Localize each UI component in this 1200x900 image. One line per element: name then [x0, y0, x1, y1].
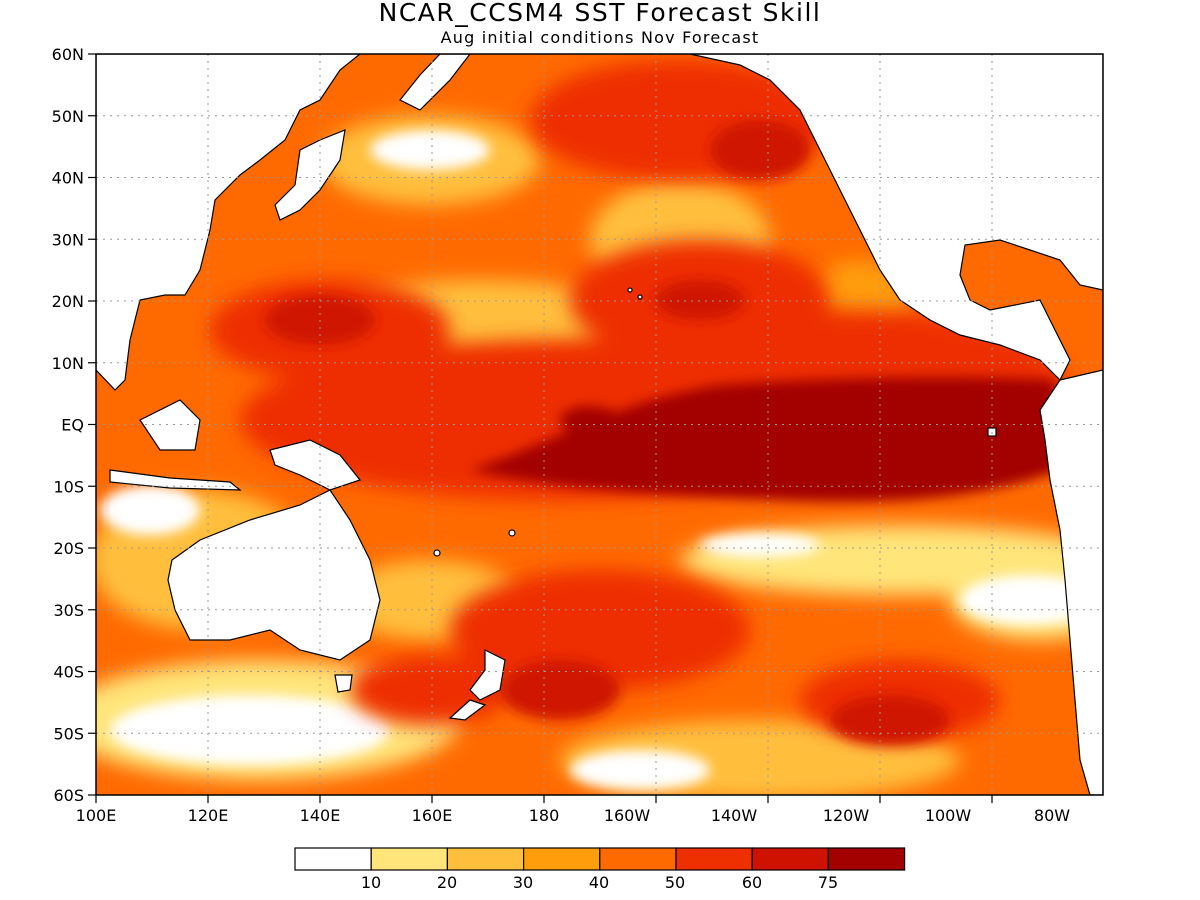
- lat-label: 20S: [53, 539, 84, 558]
- coastlines: [96, 54, 1103, 795]
- lat-label: 30S: [53, 601, 84, 620]
- colorbar-labels: 10 20 30 40 50 60 75: [361, 873, 838, 892]
- colorbar-label: 10: [361, 873, 381, 892]
- lat-label: 10S: [53, 477, 84, 496]
- lat-label: 20N: [52, 292, 84, 311]
- colorbar-box: [294, 847, 372, 871]
- lat-label: 50N: [52, 107, 84, 126]
- lon-label: 160W: [604, 806, 651, 825]
- lat-label: EQ: [61, 416, 84, 435]
- colorbar-label: 75: [818, 873, 838, 892]
- colorbar-label: 30: [513, 873, 533, 892]
- colorbar-box: [827, 847, 906, 871]
- lon-label: 100W: [925, 806, 972, 825]
- colorbar-label: 50: [665, 873, 685, 892]
- lat-label: 60S: [53, 786, 84, 805]
- graticule: [96, 54, 1103, 795]
- lat-label: 50S: [53, 724, 84, 743]
- longitude-labels: 100E 120E 140E 160E 180 160W 140W 120W 1…: [76, 806, 1071, 825]
- lon-label: 180: [529, 806, 560, 825]
- lat-label: 40N: [52, 169, 84, 188]
- map-subtitle: Aug initial conditions Nov Forecast: [440, 28, 760, 47]
- lat-label: 40S: [53, 663, 84, 682]
- colorbar-box: [446, 847, 525, 871]
- colorbar-box: [370, 847, 449, 871]
- lon-label: 120W: [823, 806, 870, 825]
- lon-label: 120E: [188, 806, 229, 825]
- axis-ticks: [88, 53, 993, 803]
- lon-label: 100E: [76, 806, 117, 825]
- colorbar-box: [522, 847, 601, 871]
- colorbar-box: [751, 847, 830, 871]
- lat-label: 30N: [52, 230, 84, 249]
- colorbar-box: [599, 847, 677, 871]
- lon-label: 140W: [711, 806, 758, 825]
- skill-field: [96, 54, 1103, 795]
- colorbar-boxes: [294, 847, 906, 871]
- colorbar: 10 20 30 40 50 60 75: [294, 847, 906, 892]
- lon-label: 160E: [412, 806, 453, 825]
- lon-label: 80W: [1034, 806, 1070, 825]
- lat-label: 10N: [52, 354, 84, 373]
- colorbar-label: 20: [437, 873, 457, 892]
- map-title: NCAR_CCSM4 SST Forecast Skill: [378, 0, 822, 27]
- lat-label: 60N: [52, 45, 84, 64]
- colorbar-label: 40: [589, 873, 609, 892]
- latitude-labels: 60N 50N 40N 30N 20N 10N EQ 10S 20S 30S 4…: [52, 45, 84, 805]
- colorbar-label: 60: [742, 873, 762, 892]
- lon-label: 140E: [300, 806, 341, 825]
- colorbar-box: [675, 847, 753, 871]
